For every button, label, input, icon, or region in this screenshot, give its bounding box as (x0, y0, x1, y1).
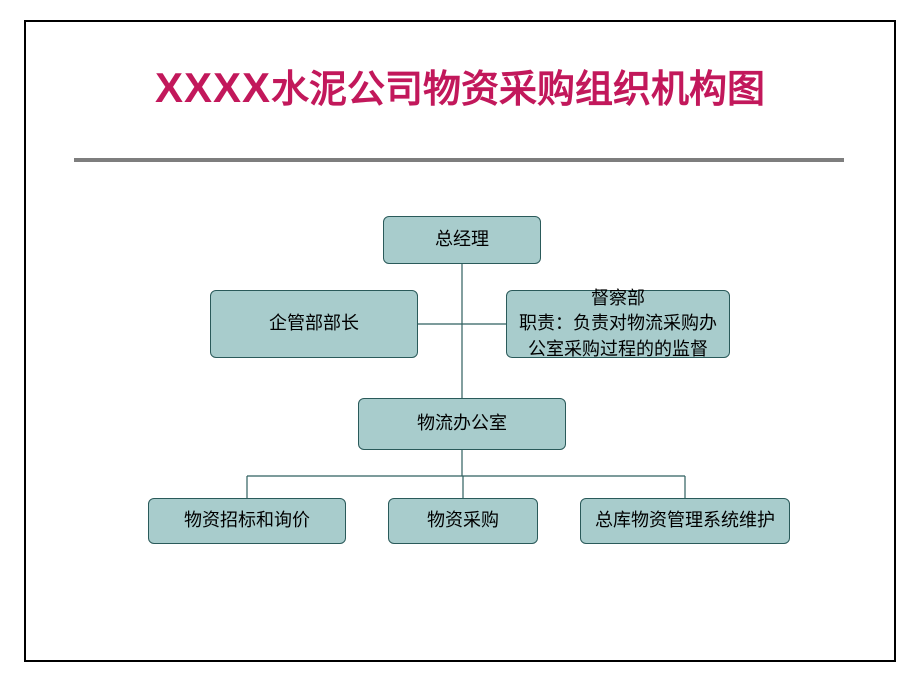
title-underline (74, 158, 844, 162)
slide-frame (24, 20, 896, 662)
org-node-n2: 企管部部长 (210, 290, 418, 358)
org-node-n7: 总库物资管理系统维护 (580, 498, 790, 544)
title-rest: 水泥公司物资采购组织机构图 (271, 69, 765, 111)
org-node-n1: 总经理 (383, 216, 541, 264)
org-node-n5: 物资招标和询价 (148, 498, 346, 544)
org-node-n4: 物流办公室 (358, 398, 566, 450)
org-node-n3: 督察部 职责：负责对物流采购办 公室采购过程的的监督 (506, 290, 730, 358)
page-title: XXXX水泥公司物资采购组织机构图 (0, 58, 920, 113)
org-node-n6: 物资采购 (388, 498, 538, 544)
title-prefix: XXXX (155, 64, 271, 111)
